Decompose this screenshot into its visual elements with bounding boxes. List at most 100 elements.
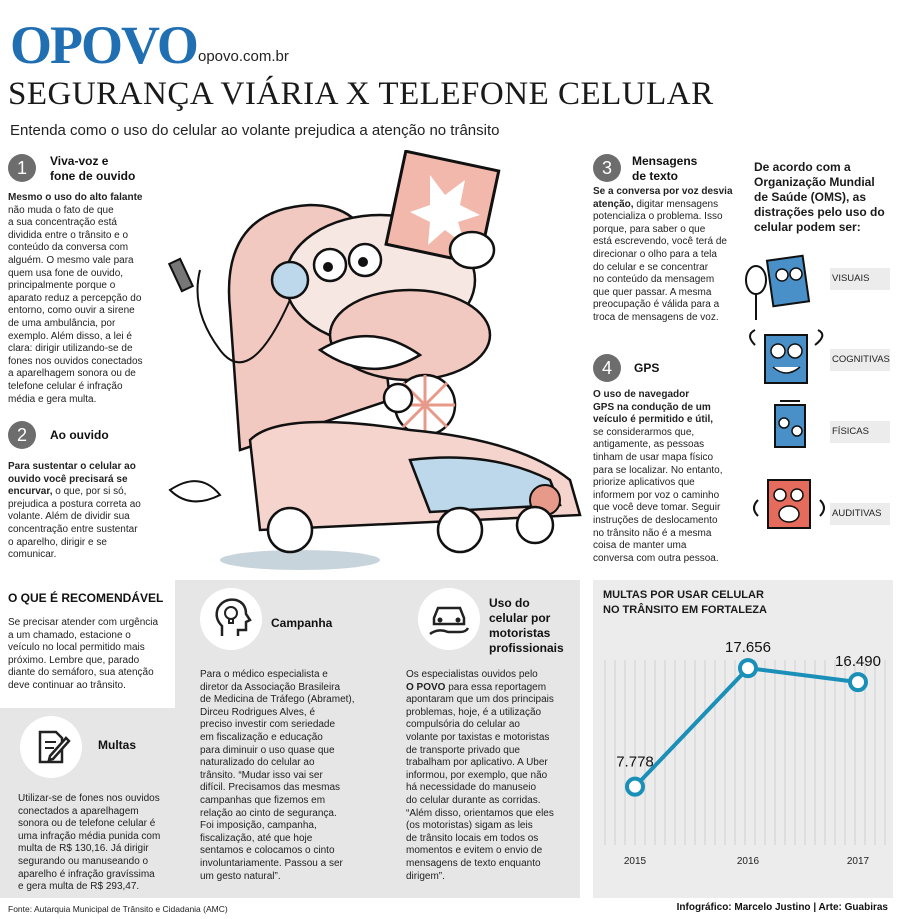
text-line: de transporte privado que xyxy=(406,744,520,756)
section-number-2: 2 xyxy=(8,421,36,449)
text-line: troca de mensagens de voz. xyxy=(593,311,719,323)
section-3-bold-2: atenção, xyxy=(593,198,634,210)
text-line: conversa com outra pessoa. xyxy=(593,552,719,564)
motoristas-title-line: celular por xyxy=(489,611,551,625)
text-line: a aparelhagem sonora ou de xyxy=(8,368,136,380)
text-line: aparelho é infração gravíssima xyxy=(18,868,155,880)
recomendavel-title: O QUE É RECOMENDÁVEL xyxy=(8,591,164,605)
section-3-title-line1: Mensagens xyxy=(632,154,698,168)
text-line: alguém. O mesmo vale para xyxy=(8,254,134,266)
text-line: direcionar o olho para a tela xyxy=(593,248,717,260)
chart-title: MULTAS POR USAR CELULAR NO TRÂNSITO EM F… xyxy=(603,588,767,618)
distraction-characters xyxy=(745,254,825,529)
text-line: preocupação é válida para a xyxy=(593,299,720,311)
text-line: involuntariamente. Passou a ser xyxy=(200,857,343,869)
distraction-auditivas: AUDITIVAS xyxy=(830,503,890,525)
credits: Infográfico: Marcelo Justino | Arte: Gua… xyxy=(676,902,888,913)
text-line: relação ao cinto de segurança. xyxy=(200,807,337,819)
text-line: a um chamado, estacione o xyxy=(8,629,131,641)
text-line: veículo no local permitido mais xyxy=(8,642,145,654)
campanha-body: Para o médico especialista e diretor da A… xyxy=(200,669,390,883)
document-pen-icon xyxy=(20,716,82,778)
text-line: compulsória do celular ao xyxy=(406,719,520,731)
visual-character-icon xyxy=(745,254,811,320)
text-line: de Medicina de Tráfego (Abramet), xyxy=(200,694,355,706)
text-line: informem por voz o caminho xyxy=(593,489,720,501)
text-line: segurando ou manuseando o xyxy=(18,855,149,867)
text-line: concentração entre sustentar xyxy=(8,523,138,535)
oms-line: Organização Mundial xyxy=(754,175,875,189)
text-line: conectados a aparelhagem xyxy=(18,805,139,817)
text-line: Para o médico especialista e xyxy=(200,669,328,680)
multas-body: Utilizar-se de fones nos ouvidos conectad… xyxy=(18,793,173,894)
oms-line: celular podem ser: xyxy=(754,220,861,234)
data-label: 7.778 xyxy=(616,754,654,771)
distraction-cognitivas: COGNITIVAS xyxy=(830,349,890,371)
recomendavel-body: Se precisar atender com urgência a um cha… xyxy=(8,617,173,693)
text-line: e gera multa de R$ 293,47. xyxy=(18,881,140,893)
x-tick-label: 2015 xyxy=(624,856,647,867)
cartoon-driver-illustration xyxy=(167,150,582,570)
section-2-body: Para sustentar o celular ao ouvido você … xyxy=(8,461,188,562)
text-line: próximo. Lembre que, parado xyxy=(8,654,140,666)
text-line: fiscalização, até que hoje xyxy=(200,832,313,844)
motoristas-title: Uso do celular por motoristas profission… xyxy=(489,596,564,656)
series-line xyxy=(633,666,859,789)
text-line: preciso investir com seriedade xyxy=(200,719,336,731)
text-line: quem usa fone de ouvido, xyxy=(8,267,124,279)
text-line: tinham de usar mapa físico xyxy=(593,451,714,463)
text-line: para se localizar. No entanto, xyxy=(593,464,723,476)
section-2-bold-3: encurvar, xyxy=(8,486,53,498)
text-line: do celular durante as corridas. xyxy=(406,794,541,806)
page-title: SEGURANÇA VIÁRIA X TELEFONE CELULAR xyxy=(8,76,714,112)
motoristas-title-line: motoristas xyxy=(489,626,551,640)
text-line: telefone celular é infração xyxy=(8,380,123,392)
text-line: diretor da Associação Brasileira xyxy=(200,681,341,693)
text-line: problemas, hoje, é a utilização xyxy=(406,706,542,718)
text-line: em fiscalização e educação xyxy=(200,731,323,743)
text-line: a sua concentração está xyxy=(8,217,117,229)
page-subtitle: Entenda como o uso do celular ao volante… xyxy=(10,122,500,139)
text-line: deve continuar ao trânsito. xyxy=(8,679,126,691)
logo: OPOVO xyxy=(10,15,199,75)
section-4-lines: se considerarmos que, antigamente, as pes… xyxy=(593,427,743,566)
section-number-4: 4 xyxy=(593,354,621,382)
text-line: conteúdo da conversa com xyxy=(8,242,129,254)
text-line: multa de R$ 130,16. Já dirigir xyxy=(18,843,149,855)
text-line: (os motoristas) sigam as leis xyxy=(406,820,533,832)
text-line: está escrevendo, você terá de xyxy=(593,236,727,248)
text-line: sentamos e colocamos o cinto xyxy=(200,845,335,857)
data-label: 17.656 xyxy=(725,639,771,656)
section-3-title-line2: de texto xyxy=(632,169,679,183)
text-line: volante. Além de dividir sua xyxy=(8,511,130,523)
section-2-bold-2: ouvido você precisará se xyxy=(8,473,128,485)
motoristas-title-line: Uso do xyxy=(489,596,530,610)
text-line: “Além disso, orientamos que eles xyxy=(406,807,554,819)
campanha-title: Campanha xyxy=(271,616,333,630)
text-line: no conteúdo da mensagem xyxy=(593,274,715,286)
section-4-body: O uso de navegador GPS na condução de um… xyxy=(593,389,743,565)
text-line: que quer passar. A mesma xyxy=(593,286,712,298)
section-4-bold-2: GPS na condução de um xyxy=(593,401,711,413)
text-line: dirigem”. xyxy=(406,870,445,882)
text-line: Utilizar-se de fones nos ouvidos xyxy=(18,793,160,804)
section-1-lines: não muda o fato de que a sua concentração… xyxy=(8,205,178,407)
section-2-rest: o que, por si só, xyxy=(52,486,127,498)
section-3-bold-1: Se a conversa por voz desvia xyxy=(593,186,733,197)
section-3-rest: digitar mensagens xyxy=(633,198,719,210)
text-line: no trânsito não é a mesma xyxy=(593,527,712,539)
motoristas-rest: para essa reportagem xyxy=(445,681,547,693)
car-hand-icon xyxy=(418,588,480,650)
section-2-lines: prejudica a postura correta ao volante. A… xyxy=(8,499,188,562)
section-1-title: Viva-voz e fone de ouvido xyxy=(50,154,135,184)
text-line: apontaram que um dos principais xyxy=(406,694,554,706)
section-4-title: GPS xyxy=(634,361,660,375)
text-line: o aparelho, dirigir e se xyxy=(8,536,107,548)
section-4-bold-1: O uso de navegador xyxy=(593,389,690,400)
text-line: média e gera multa. xyxy=(8,393,97,405)
auditory-character-icon xyxy=(753,479,825,529)
text-line: do celular e se concentrar xyxy=(593,261,709,273)
section-4-bold-3: veículo é permitido e útil, xyxy=(593,414,714,426)
oms-line: distrações pelo uso do xyxy=(754,205,885,219)
text-line: uma infração média punida com xyxy=(18,830,161,842)
